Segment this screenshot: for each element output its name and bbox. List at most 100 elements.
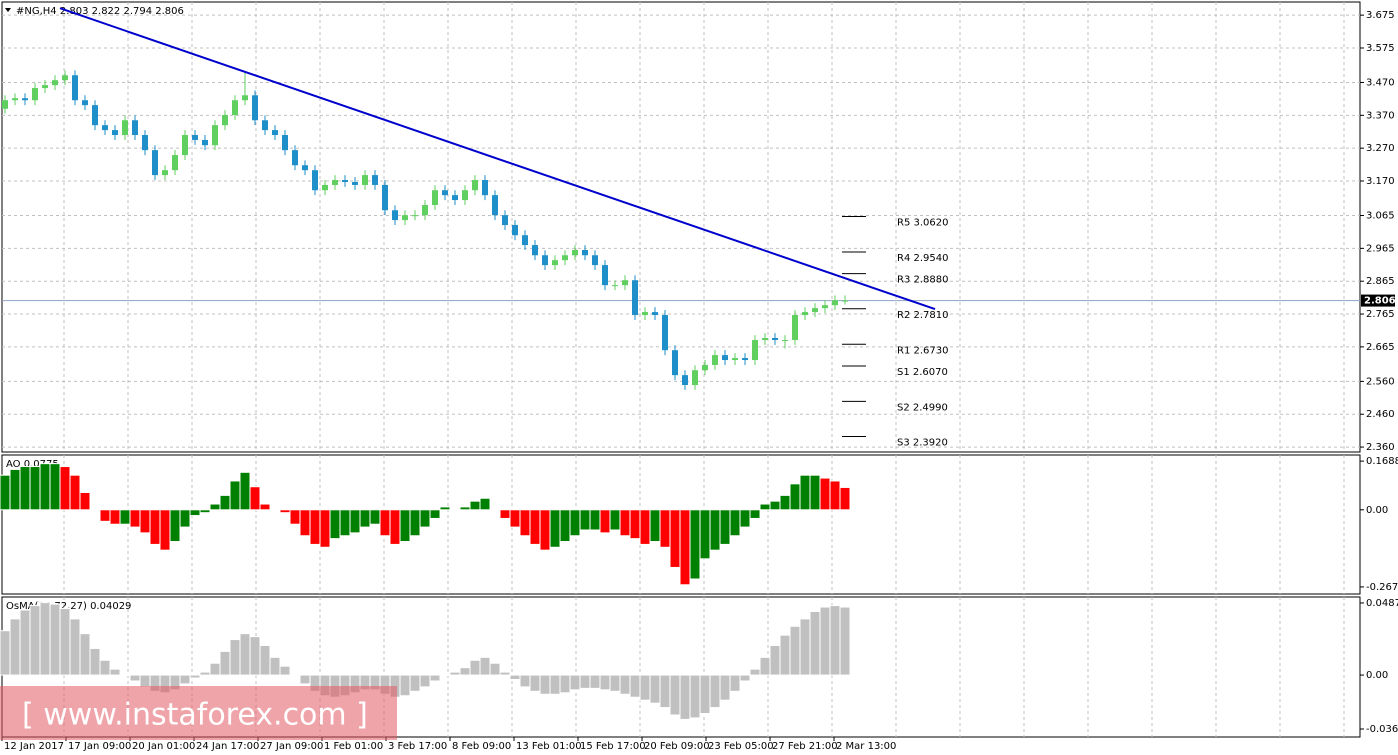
watermark: [ www.instaforex.com ] [22,698,368,733]
pivot-label: S3 2.3920 [897,438,948,449]
candle-body [352,182,358,185]
histogram-bar [609,509,621,531]
candle-body [272,130,278,136]
candle-body [552,260,558,266]
histogram-bar [679,509,691,586]
histogram-bar [629,674,641,698]
candle-body [42,85,48,89]
histogram-bar [799,618,811,676]
histogram-bar [119,674,131,677]
candle-body [682,375,688,385]
histogram-bar [409,509,421,537]
histogram-bar [539,509,551,551]
histogram-bar [459,506,471,511]
histogram-bar [839,486,851,511]
y-tick-label: 2.765 [1366,309,1395,320]
histogram-bar [669,509,681,568]
histogram-bar [739,509,751,528]
y-tick-label: 2.360 [1366,442,1395,453]
candle-body [52,80,58,86]
y-tick-label: 2.965 [1366,243,1395,254]
histogram-bar [539,674,551,695]
histogram-bar [699,674,711,714]
histogram-bar [639,674,651,701]
histogram-bar [249,636,261,676]
histogram-bar [69,474,81,511]
x-tick-label: 12 Jan 2017 [4,741,64,752]
candle-body [242,95,248,101]
histogram-bar [579,674,591,689]
y-tick-label: 2.865 [1366,276,1395,287]
candle-body [802,312,808,316]
candle-body [182,135,188,156]
y-tick-label: 0.00 [1366,670,1388,681]
histogram-bar [809,610,821,676]
x-tick-label: 15 Feb 17:00 [580,741,646,752]
candle-body [812,308,818,313]
candle-body [342,180,348,182]
candle-body [582,249,588,256]
histogram-bar [309,509,321,545]
y-tick-label: 2.560 [1366,376,1395,387]
histogram-bar [279,509,291,514]
candle-body [302,165,308,171]
candle-body [82,100,88,106]
candle-body [752,339,758,361]
histogram-bar [819,606,831,676]
candle-body [732,358,738,361]
histogram-bar [589,674,601,689]
candle-body [372,175,378,185]
histogram-bar [329,509,341,540]
y-tick-label: 3.170 [1366,176,1395,187]
x-tick-label: 20 Feb 09:00 [644,741,710,752]
histogram-bar [829,480,841,511]
histogram-bar [779,634,791,676]
candle-body [792,315,798,340]
histogram-bar [39,602,51,676]
histogram-bar [529,509,541,545]
candle-body [452,195,458,201]
histogram-bar [799,474,811,511]
histogram-bar [599,674,611,691]
y-tick-label: 3.370 [1366,110,1395,121]
histogram-bar [29,605,41,676]
candle-body [612,285,618,287]
panel-title: OsMA(36,72,27) 0.04029 [6,601,131,612]
candle-body [62,75,68,81]
histogram-bar [659,674,671,709]
histogram-bar [259,503,271,511]
histogram-bar [359,509,371,528]
histogram-bar [579,509,591,531]
candle-body [522,235,528,246]
x-tick-label: 8 Feb 09:00 [452,741,511,752]
candle-body [422,204,428,216]
histogram-bar [499,671,511,676]
candle-body [592,255,598,266]
pivot-label: R5 3.0620 [897,217,948,228]
histogram-bar [749,668,761,676]
histogram-bar [589,509,601,531]
histogram-bar [109,668,121,676]
histogram-bar [159,509,171,551]
x-tick-label: 2 Mar 13:00 [836,741,896,752]
histogram-bar [89,647,101,676]
histogram-bar [649,674,661,704]
x-tick-label: 13 Feb 01:00 [516,741,582,752]
histogram-bar [209,662,221,676]
histogram-bar [229,480,241,511]
histogram-bar [189,509,201,517]
histogram-bar [419,509,431,528]
candle-body [252,95,258,121]
histogram-bar [809,474,821,511]
candle-body [672,350,678,376]
candle-body [832,300,838,306]
histogram-bar [789,483,801,511]
candle-body [312,170,318,191]
histogram-bar [399,674,411,697]
candle-body [12,98,18,101]
histogram-bar [9,468,21,511]
trendline [59,7,936,311]
y-tick-label: 0.04876 [1366,598,1398,609]
histogram-bar [609,674,621,692]
